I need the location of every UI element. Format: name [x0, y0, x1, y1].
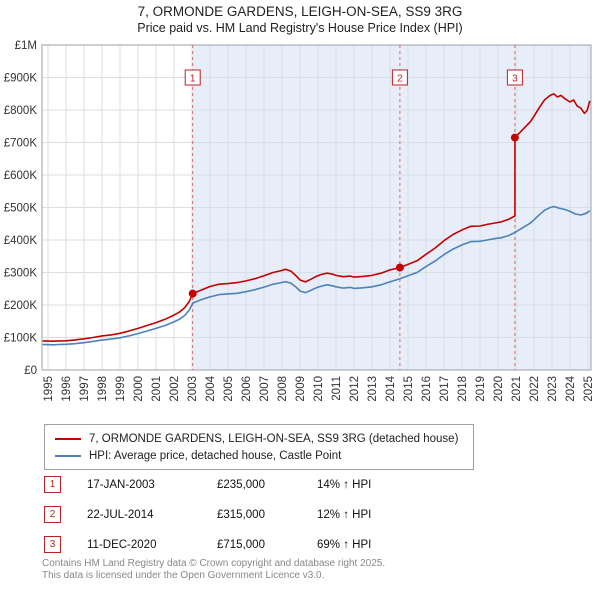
svg-text:2005: 2005: [223, 376, 235, 402]
sale-number-box: [391, 69, 408, 86]
property-line-swatch: [55, 437, 81, 440]
sale-1-hpi-delta: 14% ↑ HPI: [317, 478, 372, 491]
svg-text:£200K: £200K: [4, 300, 38, 312]
svg-text:2011: 2011: [331, 376, 343, 401]
sale-2-date: 22-JUL-2014: [87, 508, 154, 521]
svg-text:2020: 2020: [493, 376, 505, 402]
svg-text:2000: 2000: [133, 376, 145, 402]
svg-text:2015: 2015: [403, 376, 415, 402]
svg-text:£700K: £700K: [4, 138, 38, 150]
price-history-chart: 1 2 3 £0 £100K £200K £300K £400K £500K £600K £700K…: [0, 37, 600, 415]
svg-text:2014: 2014: [385, 375, 397, 401]
svg-text:2001: 2001: [151, 376, 163, 402]
chart-legend: 7, ORMONDE GARDENS, LEIGH-ON-SEA, SS9 3R…: [44, 424, 474, 470]
sale-3-price: £715,000: [217, 538, 265, 551]
sale-3-number-badge: 3: [44, 536, 61, 553]
licence-line: This data is licensed under the Open Gov…: [42, 570, 325, 581]
svg-text:2018: 2018: [457, 376, 469, 402]
svg-text:1999: 1999: [115, 376, 127, 402]
svg-text:£500K: £500K: [4, 203, 38, 215]
svg-text:2021: 2021: [511, 376, 523, 402]
svg-text:2002: 2002: [169, 376, 181, 402]
svg-text:£800K: £800K: [4, 105, 38, 117]
sale-3-date: 11-DEC-2020: [87, 538, 157, 551]
legend-item-hpi: HPI: Average price, detached house, Cast…: [55, 447, 463, 464]
svg-text:2024: 2024: [565, 375, 577, 401]
svg-text:2025: 2025: [583, 376, 595, 402]
transaction-row-2: 2 22-JUL-2014 £315,000 12% ↑ HPI: [44, 506, 371, 523]
svg-text:2009: 2009: [295, 376, 307, 402]
svg-text:2010: 2010: [313, 376, 325, 402]
sale-number-box: [506, 69, 523, 86]
copyright-line: Contains HM Land Registry data © Crown c…: [42, 558, 386, 569]
svg-text:2013: 2013: [367, 376, 379, 402]
svg-text:£300K: £300K: [4, 268, 38, 280]
svg-text:2006: 2006: [241, 376, 253, 402]
svg-text:£1M: £1M: [15, 40, 37, 52]
sale-point: [395, 263, 404, 272]
svg-text:2023: 2023: [547, 376, 559, 402]
svg-text:2016: 2016: [421, 376, 433, 402]
transaction-row-1: 1 17-JAN-2003 £235,000 14% ↑ HPI: [44, 476, 371, 493]
transaction-row-3: 3 11-DEC-2020 £715,000 69% ↑ HPI: [44, 536, 371, 553]
legend-label-property: 7, ORMONDE GARDENS, LEIGH-ON-SEA, SS9 3R…: [89, 432, 459, 445]
svg-text:1997: 1997: [79, 376, 91, 402]
svg-text:£0: £0: [24, 365, 37, 377]
svg-text:3: 3: [512, 74, 518, 85]
svg-text:2017: 2017: [439, 376, 451, 402]
sale-1-number-badge: 1: [44, 476, 61, 493]
sale-point: [188, 289, 197, 298]
price-chart-svg: 1 2 3 £0 £100K £200K £300K £400K £500K £600K £700K…: [4, 40, 595, 402]
svg-text:2012: 2012: [349, 376, 361, 402]
sale-2-hpi-delta: 12% ↑ HPI: [317, 508, 372, 521]
svg-text:2007: 2007: [259, 376, 271, 402]
svg-text:2008: 2008: [277, 376, 289, 402]
svg-text:2003: 2003: [187, 376, 199, 402]
svg-text:£400K: £400K: [4, 235, 38, 247]
hpi-line: [42, 205, 591, 346]
sale-point: [510, 133, 519, 142]
svg-text:2022: 2022: [529, 376, 541, 402]
sale-1-date: 17-JAN-2003: [87, 478, 155, 491]
svg-text:2019: 2019: [475, 376, 487, 402]
page-title: 7, ORMONDE GARDENS, LEIGH-ON-SEA, SS9 3R…: [137, 4, 463, 19]
sale-1-price: £235,000: [217, 478, 265, 491]
legend-label-hpi: HPI: Average price, detached house, Cast…: [89, 449, 342, 462]
svg-text:1996: 1996: [61, 376, 73, 402]
svg-text:£100K: £100K: [4, 333, 38, 345]
hpi-line-swatch: [55, 454, 81, 457]
sale-number-box: [184, 69, 201, 86]
svg-text:1: 1: [190, 74, 196, 85]
svg-text:1995: 1995: [43, 376, 55, 402]
svg-text:2: 2: [397, 74, 403, 85]
svg-text:£600K: £600K: [4, 170, 38, 182]
svg-text:£900K: £900K: [4, 73, 38, 85]
sale-3-hpi-delta: 69% ↑ HPI: [317, 538, 372, 551]
sale-2-number-badge: 2: [44, 506, 61, 523]
svg-text:1998: 1998: [97, 376, 109, 402]
legend-item-property: 7, ORMONDE GARDENS, LEIGH-ON-SEA, SS9 3R…: [55, 430, 463, 447]
svg-text:2004: 2004: [205, 375, 217, 401]
property-line: [42, 92, 591, 343]
sale-2-price: £315,000: [217, 508, 265, 521]
page-subtitle: Price paid vs. HM Land Registry's House …: [137, 21, 463, 35]
